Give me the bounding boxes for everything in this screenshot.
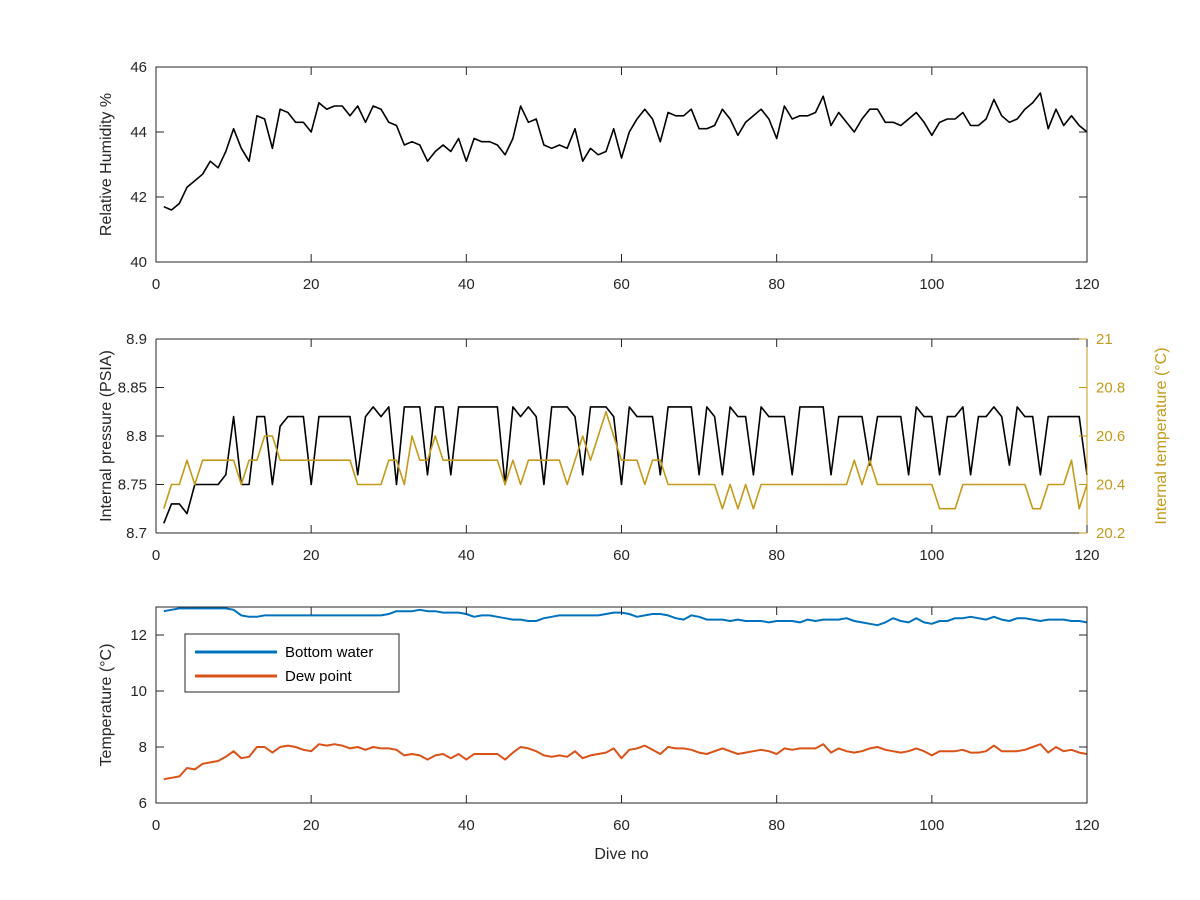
legend-box	[184, 633, 400, 693]
x-axis-title: Dive no	[594, 846, 648, 863]
series-1-line	[163, 406, 1088, 524]
y-tick-label: 8.7	[126, 525, 147, 542]
y2-tick-label: 20.6	[1096, 428, 1125, 445]
y-tick-label: 46	[130, 59, 147, 76]
y2-tick-label: 20.2	[1096, 525, 1125, 542]
bottom-water-line	[163, 607, 1088, 627]
y-tick-label: 8.8	[126, 428, 147, 445]
legend: Bottom water Dew point	[184, 633, 400, 693]
x-tick-label: 60	[613, 817, 630, 834]
legend-label-bottom-water: Bottom water	[285, 644, 373, 661]
x-tick-label: 100	[919, 276, 944, 293]
x-tick-label: 0	[152, 817, 160, 834]
y-tick-label: 44	[130, 124, 147, 141]
y-tick-label: 6	[139, 795, 147, 812]
panel-3: 0 20 40 60 80 100 120 6 8 10 12 Temperature (°C) Div…	[98, 606, 1100, 863]
y-tick-label: 8.9	[126, 331, 147, 348]
x-tick-label: 0	[152, 276, 160, 293]
x-tick-label: 80	[768, 817, 785, 834]
y-axis-title: Temperature (°C)	[98, 644, 115, 767]
plot-area	[156, 339, 1087, 533]
x-tick-label: 20	[303, 547, 320, 564]
x-tick-label: 20	[303, 276, 320, 293]
y-tick-label: 12	[130, 627, 147, 644]
x-tick-label: 60	[613, 276, 630, 293]
y-tick-label: 8.75	[118, 477, 147, 494]
x-tick-label: 120	[1074, 276, 1099, 293]
x-tick-label: 100	[919, 547, 944, 564]
panel-2: 0 20 40 60 80 100 120 8.7 8.75 8.8 8.85 8.9 20.2 20.4…	[98, 331, 1170, 564]
y-tick-label: 42	[130, 189, 147, 206]
x-tick-label: 20	[303, 817, 320, 834]
series-1-line	[163, 92, 1088, 211]
x-tick-label: 60	[613, 547, 630, 564]
x-tick-label: 40	[458, 276, 475, 293]
x-tick-label: 100	[919, 817, 944, 834]
panel-1: 0 20 40 60 80 100 120 40 42 44 46 Relative Humidity…	[98, 59, 1100, 293]
x-tick-label: 80	[768, 276, 785, 293]
plot-area	[156, 67, 1087, 262]
x-tick-label: 40	[458, 817, 475, 834]
y-tick-label: 8	[139, 739, 147, 756]
y2-tick-label: 21	[1096, 331, 1113, 348]
y-tick-label: 40	[130, 254, 147, 271]
dew-point-line	[163, 743, 1088, 781]
x-tick-label: 120	[1074, 547, 1099, 564]
legend-label-dew-point: Dew point	[285, 668, 353, 685]
x-tick-label: 80	[768, 547, 785, 564]
y2-axis-title: Internal temperature (°C)	[1153, 347, 1170, 524]
y-tick-label: 8.85	[118, 380, 147, 397]
y2-tick-label: 20.8	[1096, 380, 1125, 397]
x-tick-label: 0	[152, 547, 160, 564]
y2-tick-label: 20.4	[1096, 477, 1125, 494]
series-2-line	[163, 410, 1088, 510]
y-axis-title: Internal pressure (PSIA)	[98, 350, 115, 522]
x-tick-label: 40	[458, 547, 475, 564]
y-axis-title: Relative Humidity %	[98, 93, 115, 236]
x-tick-label: 120	[1074, 817, 1099, 834]
y-tick-label: 10	[130, 683, 147, 700]
